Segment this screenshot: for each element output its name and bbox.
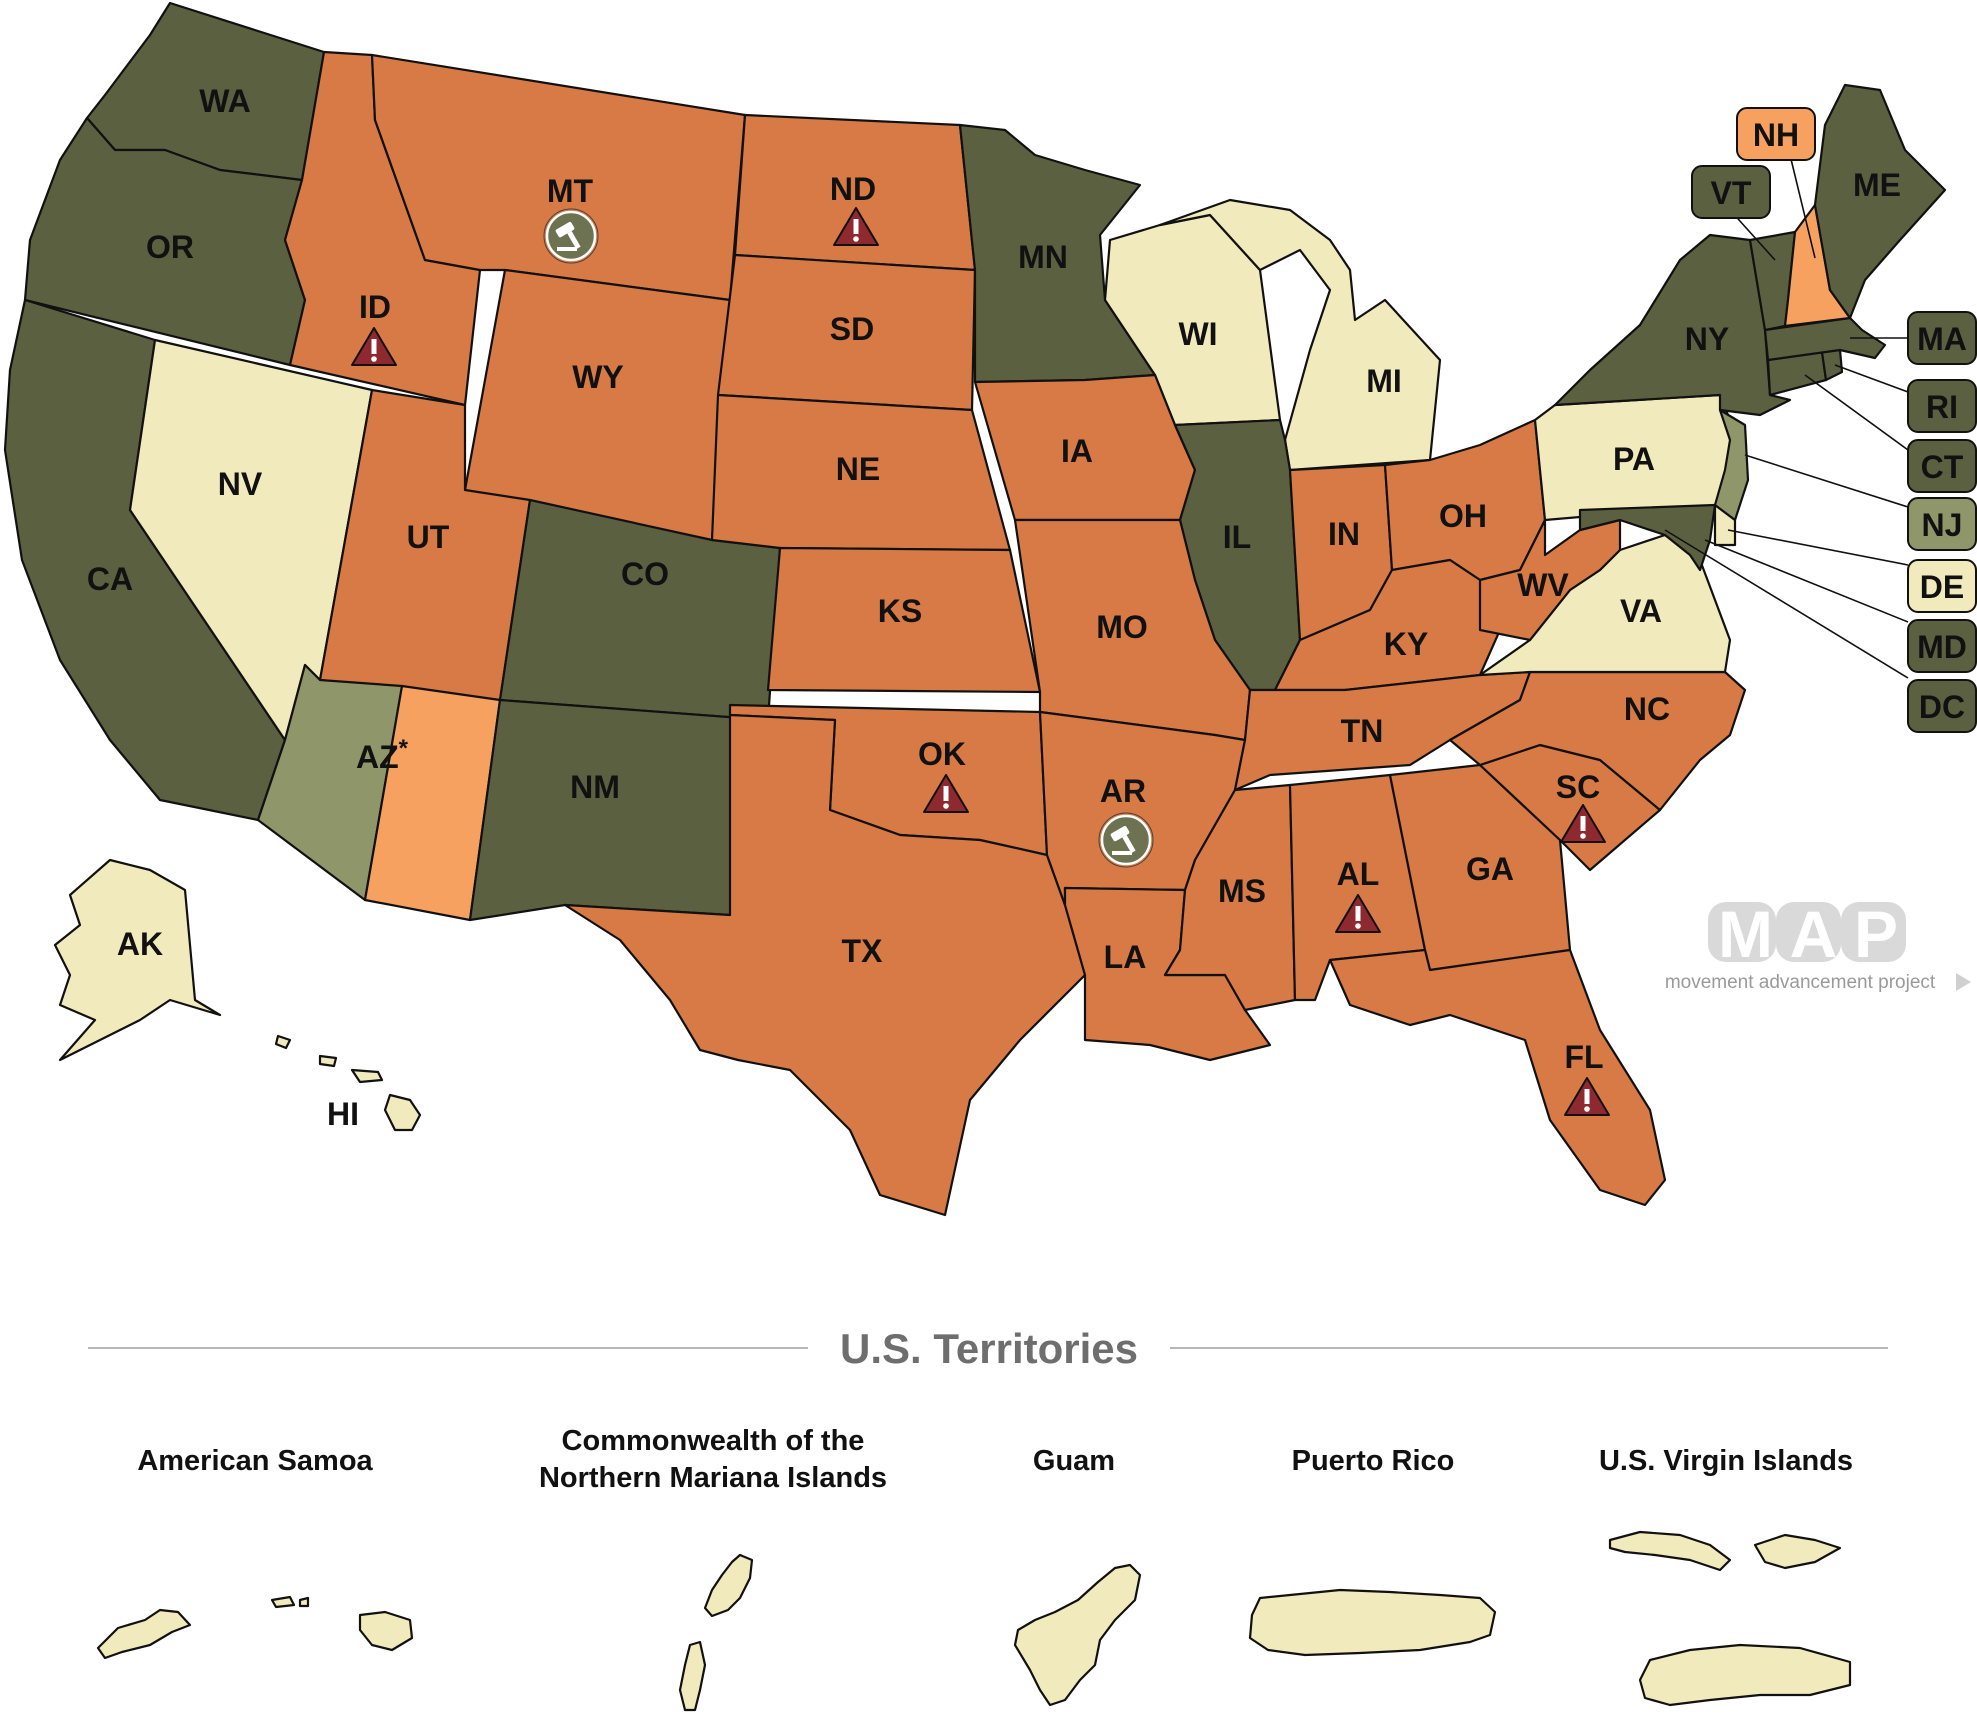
label-ok: OK: [918, 736, 966, 772]
usvi-shapes[interactable]: [1608, 1530, 1852, 1707]
label-wy: WY: [572, 359, 624, 395]
label-ar: AR: [1100, 773, 1146, 809]
territory-puerto-rico-label: Puerto Rico: [1292, 1445, 1455, 1477]
callout-nj-label: NJ: [1922, 507, 1963, 543]
label-ut: UT: [407, 519, 450, 555]
guam-shape[interactable]: [1013, 1563, 1142, 1707]
gavel-icon-mt: [542, 207, 600, 265]
territory-american-samoa-label: American Samoa: [137, 1445, 373, 1477]
label-az: AZ*: [356, 735, 409, 775]
triangle-right-icon: [1956, 973, 1971, 991]
territories-section: U.S. Territories American Samoa Commonwe…: [88, 1325, 1888, 1712]
label-mt: MT: [547, 173, 594, 209]
label-wa: WA: [199, 83, 251, 119]
callout-ct-label: CT: [1921, 449, 1964, 485]
territory-cnmi-label-2: Northern Mariana Islands: [539, 1462, 887, 1494]
callout-nh-label: NH: [1753, 117, 1799, 153]
state-hi[interactable]: [274, 1034, 422, 1132]
label-ks: KS: [878, 593, 922, 629]
state-fl[interactable]: [1328, 948, 1667, 1207]
label-ne: NE: [836, 451, 880, 487]
callouts: NH VT MA RI CT NJ DE MD: [1664, 107, 1977, 733]
territory-usvi-label: U.S. Virgin Islands: [1599, 1445, 1853, 1477]
label-or: OR: [146, 229, 194, 265]
state-labels: WA OR CA NV ID MT WY UT CO AZ* NM ND SD …: [87, 83, 1901, 1132]
state-nj[interactable]: [1713, 408, 1750, 522]
label-la: LA: [1104, 939, 1147, 975]
label-tx: TX: [842, 933, 884, 969]
label-nc: NC: [1624, 691, 1670, 727]
label-il: IL: [1223, 519, 1251, 555]
puerto-rico-shape[interactable]: [1248, 1588, 1497, 1657]
callout-nh[interactable]: NH: [1736, 107, 1816, 161]
logo-sub: movement advancement project: [1665, 972, 1936, 993]
label-wi: WI: [1178, 316, 1217, 352]
label-mo: MO: [1096, 609, 1148, 645]
american-samoa-shapes[interactable]: [96, 1595, 414, 1660]
label-fl: FL: [1564, 1039, 1603, 1075]
label-co: CO: [621, 556, 669, 592]
state-ak[interactable]: [53, 858, 222, 1062]
state-nm[interactable]: [468, 698, 770, 922]
callout-ma-label: MA: [1917, 321, 1967, 357]
label-me: ME: [1853, 167, 1901, 203]
label-ca: CA: [87, 561, 133, 597]
label-nv: NV: [218, 466, 263, 502]
cnmi-shapes[interactable]: [678, 1553, 754, 1712]
state-ma[interactable]: [1763, 316, 1887, 362]
state-tx[interactable]: [563, 713, 1087, 1217]
label-mn: MN: [1018, 239, 1068, 275]
gavel-icon-ar: [1097, 811, 1155, 869]
callout-de-label: DE: [1920, 569, 1964, 605]
label-pa: PA: [1613, 441, 1655, 477]
label-ak: AK: [117, 926, 163, 962]
label-ny: NY: [1685, 321, 1729, 357]
callout-dc[interactable]: DC: [1907, 679, 1977, 733]
state-ri[interactable]: [1820, 348, 1844, 382]
label-mi: MI: [1366, 363, 1402, 399]
callout-ma[interactable]: MA: [1907, 311, 1977, 365]
label-nm: NM: [570, 769, 620, 805]
callout-nj[interactable]: NJ: [1907, 497, 1977, 551]
callout-vt[interactable]: VT: [1691, 165, 1771, 219]
territory-cnmi-label-1: Commonwealth of the: [562, 1425, 865, 1457]
state-nc[interactable]: [1448, 670, 1747, 812]
label-sc: SC: [1556, 769, 1600, 805]
callout-ri-label: RI: [1926, 389, 1958, 425]
label-ky: KY: [1384, 626, 1428, 662]
callout-ct[interactable]: CT: [1907, 439, 1977, 493]
label-ia: IA: [1061, 433, 1093, 469]
label-ms: MS: [1218, 873, 1266, 909]
label-al: AL: [1337, 856, 1380, 892]
label-hi: HI: [327, 1096, 359, 1132]
label-tn: TN: [1341, 713, 1384, 749]
label-nd: ND: [830, 171, 876, 207]
label-az-mark: *: [399, 735, 409, 762]
label-in: IN: [1328, 516, 1360, 552]
territory-guam-label: Guam: [1033, 1445, 1115, 1477]
callout-vt-label: VT: [1711, 175, 1752, 211]
label-ga: GA: [1466, 851, 1514, 887]
callout-dc-label: DC: [1919, 689, 1965, 725]
label-va: VA: [1620, 593, 1662, 629]
callout-md-label: MD: [1917, 629, 1967, 665]
state-mn[interactable]: [958, 123, 1157, 384]
callout-md[interactable]: MD: [1907, 619, 1977, 673]
states-layer: [3, 1, 1947, 1217]
label-wv: WV: [1517, 567, 1569, 603]
logo-letters: MAP: [1718, 897, 1898, 971]
label-oh: OH: [1439, 498, 1487, 534]
label-az-text: AZ: [356, 739, 399, 775]
callout-de[interactable]: DE: [1907, 559, 1977, 613]
label-sd: SD: [830, 311, 874, 347]
territories-heading: U.S. Territories: [840, 1325, 1138, 1372]
state-wv[interactable]: [1478, 518, 1622, 642]
callout-ri[interactable]: RI: [1907, 379, 1977, 433]
label-id: ID: [359, 289, 391, 325]
state-me[interactable]: [1813, 83, 1947, 320]
map-logo: MAP movement advancement project: [1665, 897, 1971, 993]
state-md[interactable]: [1578, 503, 1717, 572]
